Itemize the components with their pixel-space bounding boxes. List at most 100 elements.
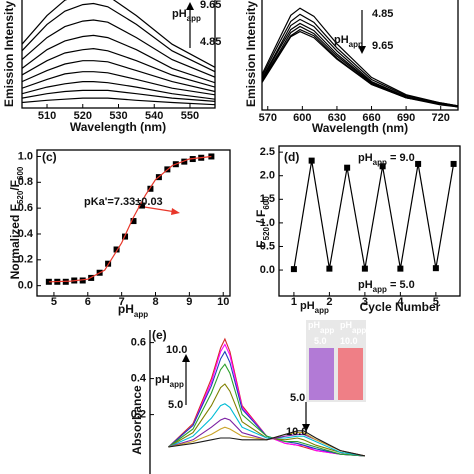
series-line — [22, 89, 215, 102]
x-tick-label: 1 — [291, 296, 297, 308]
annotation-part: pH — [155, 374, 170, 386]
marker — [397, 265, 404, 272]
series-line — [262, 7, 458, 107]
annotation-part: pH — [172, 8, 187, 20]
annotation-part: 9.65 — [200, 0, 221, 11]
y-axis-label-part: 600 — [16, 166, 25, 180]
panel-label: (c) — [42, 150, 57, 164]
annotation-part: app — [187, 14, 201, 23]
series-line — [168, 403, 365, 457]
marker — [361, 265, 368, 272]
x-tick-label: 8 — [152, 296, 158, 308]
arrow-head — [358, 46, 366, 54]
annotation: pHapp — [172, 8, 201, 23]
x-tick-label: 720 — [432, 112, 450, 124]
annotation-part: 5.0 — [168, 399, 183, 411]
series-line — [22, 0, 215, 68]
annotation: pHapp — [340, 320, 366, 334]
annotation-part: 10.0 — [166, 344, 187, 356]
x-axis-label-part: app — [134, 310, 148, 319]
vial-purple — [309, 348, 334, 400]
x-tick-label: 530 — [109, 110, 127, 122]
annotation-part: 5.0 — [290, 392, 305, 404]
y-axis-label: F520 / F600 — [254, 196, 270, 248]
marker — [113, 246, 120, 253]
annotation-part: 4.85 — [372, 8, 393, 20]
y-tick-label: 2.0 — [260, 170, 275, 182]
y-axis-label-part: /F — [8, 180, 22, 191]
annotation: 4.85 — [372, 8, 393, 20]
plot-area — [22, 0, 215, 106]
x-tick-label: 510 — [38, 110, 56, 122]
marker — [344, 164, 351, 171]
arrow-head — [186, 2, 194, 10]
marker — [147, 185, 154, 192]
x-tick-label: 520 — [74, 110, 92, 122]
annotation: 9.65 — [200, 0, 221, 11]
series-line — [168, 350, 365, 457]
annotation: pHapp — [300, 300, 329, 315]
marker — [379, 163, 386, 170]
x-tick-label: 4 — [397, 296, 404, 308]
arrow-head — [182, 354, 190, 362]
plot-area — [290, 157, 457, 273]
x-tick-label: 660 — [362, 112, 380, 124]
annotation-part: = 9.0 — [387, 152, 415, 164]
series-line — [22, 81, 215, 100]
y-tick-label: 0.4 — [131, 373, 147, 385]
x-axis-label-part: pH — [118, 302, 134, 316]
annotation-part: 10.0 — [286, 426, 307, 438]
annotation-part: app — [373, 285, 387, 294]
y-tick-label: 0.2 — [18, 254, 33, 266]
annotation-part: = 5.0 — [387, 279, 415, 291]
series-line — [22, 71, 215, 96]
annotation: 5.0 — [314, 336, 327, 346]
x-axis-label: Cycle Number — [360, 300, 441, 314]
annotation: 5.0 — [290, 392, 305, 404]
x-axis-label: pHapp — [118, 302, 148, 318]
marker — [45, 278, 52, 285]
annotation-part: pH — [334, 34, 349, 46]
annotation: 4.85 — [200, 36, 221, 48]
x-tick-label: 10 — [217, 296, 229, 308]
x-tick-label: 3 — [362, 296, 368, 308]
annotation-part: pH — [308, 320, 320, 330]
annotation-part: pH — [358, 279, 373, 291]
y-axis-label: Absorbance — [130, 385, 144, 455]
vial-pink — [338, 348, 363, 400]
inset-photo — [306, 320, 366, 402]
marker — [138, 202, 145, 209]
x-axis-label-part: Wavelength (nm) — [312, 121, 408, 135]
series-line — [22, 19, 215, 78]
annotation: 5.0 — [168, 399, 183, 411]
y-axis-label-part: 520 — [262, 226, 271, 240]
series-line — [262, 30, 458, 108]
y-axis-label-part: Normalized F — [8, 204, 22, 279]
y-axis-label-part: Emission Intensity — [2, 1, 16, 107]
axis-frame — [278, 145, 461, 297]
annotation: pHapp — [334, 34, 363, 49]
annotation-part: 5.0 — [314, 336, 327, 346]
marker — [450, 160, 457, 167]
annotation: pHapp = 9.0 — [358, 152, 415, 167]
y-tick-label: 0.2 — [131, 409, 146, 421]
series-line — [22, 97, 215, 106]
annotation-part: app — [349, 40, 363, 49]
panel-label: (e) — [152, 328, 167, 342]
series-line — [168, 430, 365, 457]
annotation: pHapp — [155, 374, 184, 389]
series-line — [262, 13, 458, 107]
x-tick-label: 7 — [119, 296, 125, 308]
annotation: 9.65 — [372, 40, 393, 52]
y-tick-label: 1.5 — [260, 193, 275, 205]
x-tick-label: 5 — [51, 296, 57, 308]
annotation: pHapp — [308, 320, 334, 334]
y-tick-label: 0.4 — [18, 228, 34, 240]
x-tick-label: 5 — [433, 296, 439, 308]
annotation-part: 4.85 — [200, 36, 221, 48]
arrow-head — [171, 208, 180, 215]
y-tick-label: 0.6 — [18, 202, 33, 214]
x-tick-label: 630 — [328, 112, 346, 124]
axis-frame — [36, 149, 231, 297]
